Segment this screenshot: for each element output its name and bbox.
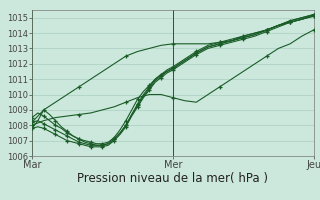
X-axis label: Pression niveau de la mer( hPa ): Pression niveau de la mer( hPa )	[77, 172, 268, 185]
